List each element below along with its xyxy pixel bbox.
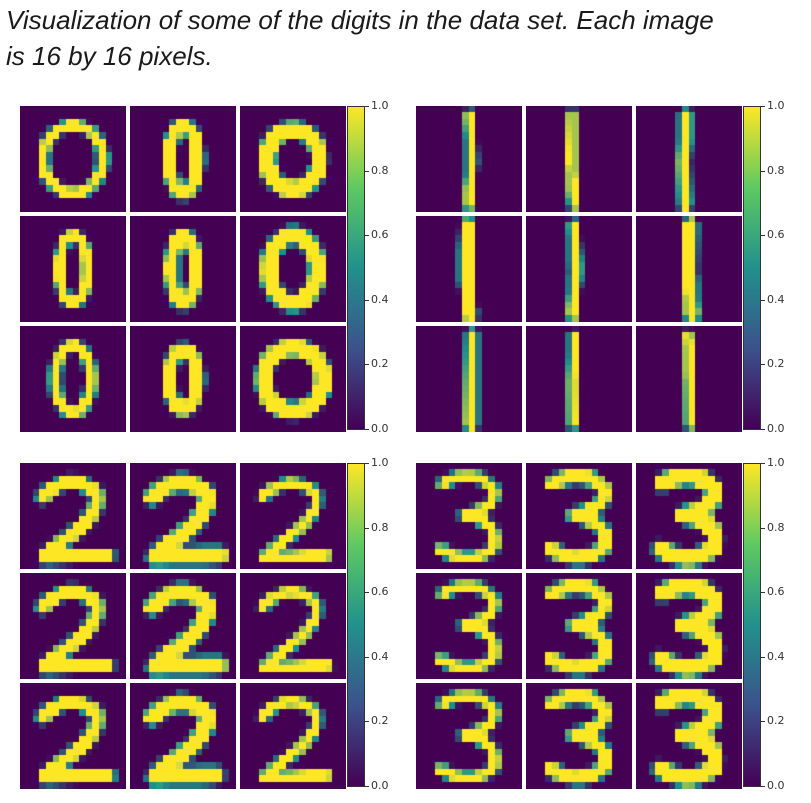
colorbar-tick-label: 1.0: [371, 456, 389, 469]
colorbar-tick: [761, 364, 765, 365]
digit-image-2-2: [130, 463, 236, 569]
digit-image-3-8: [526, 683, 632, 789]
colorbar-tick-label: 0.8: [767, 521, 785, 534]
colorbar-tick: [365, 364, 369, 365]
digit-image-2-3: [240, 463, 346, 569]
digit-image-3-3: [636, 463, 742, 569]
colorbar-tick-label: 0.2: [371, 357, 389, 370]
digit-panel-3: 1.0 0.8 0.6 0.4 0.2 0.0: [416, 457, 793, 793]
digit-image-1-6: [636, 216, 742, 322]
colorbar: [743, 106, 761, 430]
colorbar-tick-label: 0.4: [371, 293, 389, 306]
colorbar-tick: [365, 528, 369, 529]
digit-image-3-7: [416, 683, 522, 789]
colorbar-tick-label: 0.4: [767, 293, 785, 306]
digit-image-1-4: [416, 216, 522, 322]
figure-caption: Visualization of some of the digits in t…: [6, 2, 806, 74]
digit-image-2-5: [130, 573, 236, 679]
colorbar-tick-label: 0.2: [371, 714, 389, 727]
colorbar-tick-label: 0.8: [371, 164, 389, 177]
colorbar-tick: [761, 171, 765, 172]
digit-image-1-9: [636, 326, 742, 432]
digit-image-0-4: [20, 216, 126, 322]
colorbar-tick: [761, 429, 765, 430]
colorbar-tick-label: 0.2: [767, 714, 785, 727]
digit-image-0-6: [240, 216, 346, 322]
digit-image-0-2: [130, 106, 236, 212]
colorbar-tick: [365, 171, 369, 172]
digit-image-1-7: [416, 326, 522, 432]
colorbar-tick-label: 0.6: [371, 585, 389, 598]
colorbar-tick-label: 0.0: [371, 779, 389, 792]
colorbar-tick-label: 0.6: [767, 228, 785, 241]
digit-image-1-1: [416, 106, 522, 212]
digit-image-0-1: [20, 106, 126, 212]
digit-image-2-1: [20, 463, 126, 569]
colorbar: [743, 463, 761, 787]
colorbar-tick: [365, 721, 369, 722]
digit-image-2-4: [20, 573, 126, 679]
colorbar-tick-label: 1.0: [371, 99, 389, 112]
colorbar-tick-label: 1.0: [767, 99, 785, 112]
digit-image-3-1: [416, 463, 522, 569]
colorbar-tick-label: 0.8: [767, 164, 785, 177]
digit-image-1-2: [526, 106, 632, 212]
colorbar-tick: [761, 300, 765, 301]
digit-panel-1: 1.0 0.8 0.6 0.4 0.2 0.0: [416, 100, 793, 436]
digit-image-2-9: [240, 683, 346, 789]
colorbar-tick: [761, 528, 765, 529]
colorbar-tick: [365, 657, 369, 658]
digit-image-1-5: [526, 216, 632, 322]
caption-line-2: is 16 by 16 pixels.: [6, 41, 213, 71]
colorbar-tick-label: 0.0: [767, 422, 785, 435]
colorbar-tick: [761, 786, 765, 787]
digit-panel-0: 1.0 0.8 0.6 0.4 0.2 0.0: [20, 100, 397, 436]
colorbar-tick: [365, 429, 369, 430]
digit-image-0-8: [130, 326, 236, 432]
colorbar-tick-label: 0.4: [371, 650, 389, 663]
colorbar-tick: [365, 786, 369, 787]
digit-image-2-7: [20, 683, 126, 789]
digit-image-0-5: [130, 216, 236, 322]
colorbar-tick: [365, 592, 369, 593]
digit-image-3-4: [416, 573, 522, 679]
caption-line-1: Visualization of some of the digits in t…: [6, 5, 714, 35]
colorbar-tick-label: 1.0: [767, 456, 785, 469]
digit-image-2-6: [240, 573, 346, 679]
colorbar-tick-label: 0.2: [767, 357, 785, 370]
digit-image-3-2: [526, 463, 632, 569]
colorbar-tick-label: 0.6: [767, 585, 785, 598]
colorbar: [347, 463, 365, 787]
colorbar-tick-label: 0.6: [371, 228, 389, 241]
colorbar-tick: [761, 721, 765, 722]
colorbar-tick: [761, 463, 765, 464]
digit-image-3-9: [636, 683, 742, 789]
colorbar-tick: [365, 106, 369, 107]
colorbar-tick: [761, 235, 765, 236]
digit-panel-2: 1.0 0.8 0.6 0.4 0.2 0.0: [20, 457, 397, 793]
colorbar-tick: [365, 300, 369, 301]
colorbar-tick-label: 0.0: [371, 422, 389, 435]
colorbar-tick-label: 0.4: [767, 650, 785, 663]
colorbar-tick-label: 0.0: [767, 779, 785, 792]
colorbar-tick: [365, 463, 369, 464]
digit-image-0-3: [240, 106, 346, 212]
digit-image-1-8: [526, 326, 632, 432]
digit-image-3-6: [636, 573, 742, 679]
digit-image-3-5: [526, 573, 632, 679]
digit-image-1-3: [636, 106, 742, 212]
colorbar-tick: [365, 235, 369, 236]
colorbar-tick: [761, 106, 765, 107]
digit-image-0-7: [20, 326, 126, 432]
digit-image-0-9: [240, 326, 346, 432]
colorbar: [347, 106, 365, 430]
colorbar-tick-label: 0.8: [371, 521, 389, 534]
colorbar-tick: [761, 657, 765, 658]
colorbar-tick: [761, 592, 765, 593]
digit-image-2-8: [130, 683, 236, 789]
